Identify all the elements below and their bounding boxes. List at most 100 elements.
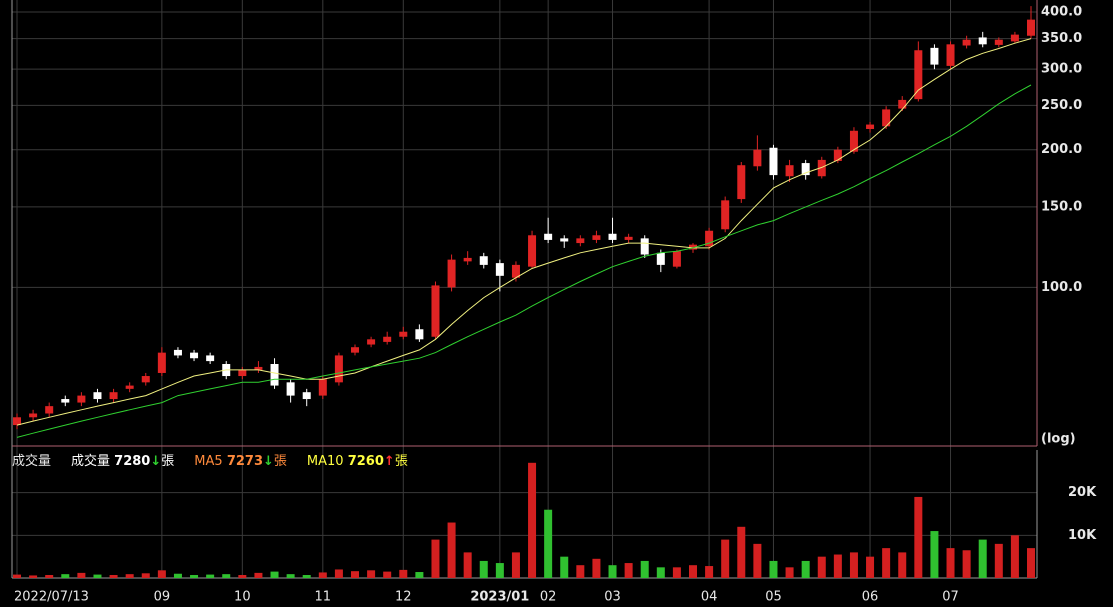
candle-body — [1010, 34, 1019, 42]
candle-body — [801, 163, 810, 176]
candle-body — [994, 39, 1003, 45]
volume-title: 成交量 — [12, 454, 52, 469]
candle-body — [383, 336, 392, 342]
candle-body — [882, 109, 891, 127]
candle-body — [737, 165, 746, 200]
y-tick-label: 400.0 — [1041, 5, 1082, 20]
candle-body — [560, 238, 569, 242]
volume-bar — [608, 565, 617, 578]
candle-body — [946, 44, 955, 66]
candle-body — [238, 369, 247, 377]
volume-bar — [866, 556, 875, 578]
candle-body — [157, 352, 166, 373]
item-arrow: ↓ — [150, 454, 162, 469]
candle-body — [689, 244, 697, 250]
volume-bar — [544, 509, 553, 578]
volume-bar — [125, 574, 134, 578]
candle-body — [93, 392, 102, 400]
volume-bar — [447, 522, 456, 578]
item-value: 7260 — [347, 454, 384, 469]
candle-body — [656, 252, 665, 265]
candle-body — [431, 285, 440, 337]
volume-bar — [962, 550, 971, 578]
volume-bar — [270, 571, 279, 578]
header-item: MA5 7273↓張 — [194, 450, 287, 469]
volume-bar — [672, 567, 681, 578]
candle-body — [109, 392, 118, 400]
candle-body — [286, 382, 295, 396]
candle-body — [866, 124, 875, 129]
candle-body — [270, 363, 279, 386]
volume-bar — [785, 567, 794, 578]
volume-bar — [511, 552, 520, 578]
volume-bar — [978, 539, 987, 578]
candle-body — [1027, 19, 1035, 36]
candle-body — [624, 236, 633, 240]
volume-bar — [882, 548, 891, 578]
volume-bar — [994, 543, 1003, 578]
volume-bar — [753, 543, 762, 578]
volume-bar — [656, 567, 665, 578]
candle-body — [334, 355, 343, 383]
volume-bar — [238, 575, 247, 578]
volume-bar — [721, 539, 730, 578]
candle-body — [463, 257, 472, 262]
candle-body — [640, 238, 649, 255]
candle-body — [45, 406, 54, 414]
volume-bar — [463, 552, 472, 578]
volume-bar — [29, 575, 38, 578]
volume-bar — [61, 574, 70, 578]
item-arrow: ↑ — [383, 454, 395, 469]
volume-bar — [222, 574, 231, 578]
candle-body — [479, 256, 488, 265]
x-tick-label: 03 — [604, 590, 621, 605]
x-tick-label: 2022/07/13 — [14, 590, 89, 605]
volume-bar — [109, 575, 118, 578]
volume-bar — [705, 566, 714, 578]
volume-bar — [77, 572, 86, 578]
volume-bar — [624, 563, 633, 578]
plot-background — [12, 0, 1037, 446]
candle-body — [962, 39, 971, 46]
y-tick-label: 150.0 — [1041, 199, 1082, 214]
volume-bar — [399, 569, 408, 578]
x-tick-label: 07 — [942, 590, 959, 605]
log-label: (log) — [1041, 432, 1076, 447]
candle-body — [592, 235, 601, 240]
volume-bar — [769, 560, 778, 578]
x-tick-label: 04 — [701, 590, 718, 605]
item-arrow: ↓ — [263, 454, 274, 469]
volume-bar — [286, 574, 295, 578]
candle-body — [528, 235, 537, 267]
candle-body — [672, 251, 681, 267]
volume-bar — [946, 548, 955, 578]
item-value: 7280 — [114, 454, 151, 469]
x-tick-label: 06 — [862, 590, 879, 605]
volume-header: 成交量 成交量 7280↓張 MA5 7273↓張 MA10 7260↑張 — [12, 450, 408, 469]
candle-body — [849, 130, 858, 152]
volume-bar — [479, 560, 488, 578]
candle-body — [173, 349, 182, 356]
item-name: 成交量 — [71, 454, 111, 469]
volume-bar — [737, 526, 746, 578]
candle-body — [833, 149, 842, 161]
candle-body — [978, 37, 987, 45]
candle-body — [898, 99, 907, 109]
volume-bar — [206, 574, 215, 578]
candle-body — [13, 417, 21, 426]
candle-body — [769, 147, 778, 176]
volume-bar — [833, 554, 842, 578]
candle-body — [351, 347, 359, 353]
volume-bar — [849, 552, 858, 578]
moving-average-line — [16, 84, 1032, 438]
x-tick-label: 2023/01 — [470, 590, 529, 605]
item-name: MA10 — [306, 454, 344, 469]
y-tick-label: 200.0 — [1041, 142, 1082, 157]
volume-bar — [254, 572, 263, 578]
volume-bar — [560, 556, 569, 578]
candle-body — [544, 233, 553, 240]
moving-average-line — [16, 38, 1032, 426]
candle-body — [125, 385, 134, 389]
item-unit: 張 — [161, 454, 175, 469]
